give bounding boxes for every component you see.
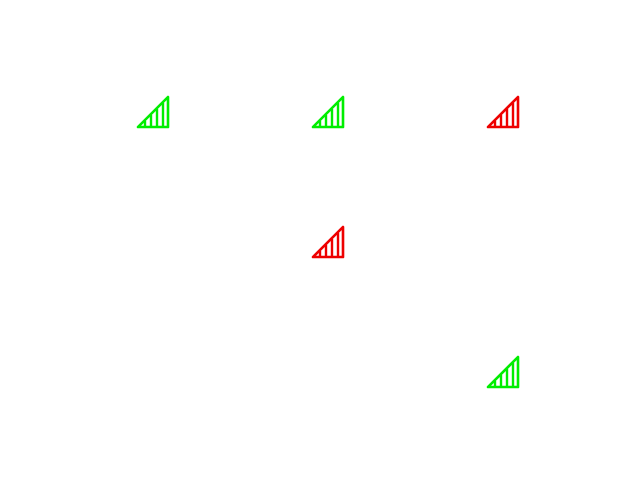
- signal-strength-icon[interactable]: [486, 95, 520, 129]
- signal-strength-icon[interactable]: [311, 95, 345, 129]
- signal-outline: [311, 95, 345, 129]
- signal-outline: [136, 95, 170, 129]
- signal-strength-icon-graphic: [311, 95, 345, 129]
- signal-strength-icon-graphic: [486, 355, 520, 389]
- signal-strength-icon-graphic: [136, 95, 170, 129]
- signal-strength-icon-graphic: [311, 225, 345, 259]
- signal-outline: [486, 95, 520, 129]
- signal-strength-icon[interactable]: [136, 95, 170, 129]
- signal-outline: [311, 225, 345, 259]
- signal-strength-icon[interactable]: [311, 225, 345, 259]
- signal-strength-icon[interactable]: [486, 355, 520, 389]
- signal-outline: [486, 355, 520, 389]
- signal-strength-icon-graphic: [486, 95, 520, 129]
